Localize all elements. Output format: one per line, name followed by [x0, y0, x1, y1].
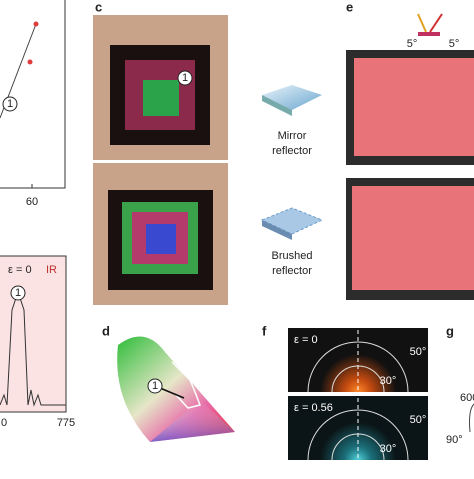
angle-label: 30° [380, 443, 397, 455]
epsilon-label: ε = 0 [294, 334, 318, 346]
panel-c: c 1 [93, 0, 228, 305]
panel-d: d 1 [102, 323, 235, 442]
panel-a: 1 60 [0, 0, 65, 208]
tick-label: 60 [26, 196, 38, 208]
sample-label: reflector [272, 265, 312, 277]
angle-label: 5° [407, 38, 418, 50]
panel-letter: g [446, 323, 454, 338]
pink-film [352, 186, 474, 290]
angle-label: 30° [380, 375, 397, 387]
panel-letter: d [102, 323, 110, 338]
film-square [143, 80, 179, 116]
sample-label: reflector [272, 145, 312, 157]
angle-label: 90° [446, 434, 463, 446]
panel-b: ε = 0 IR 1 0 775 [0, 256, 75, 429]
marker: 1 [15, 287, 21, 299]
curve [470, 404, 474, 432]
epsilon-label: ε = 0 [8, 264, 32, 276]
icon [430, 14, 442, 32]
icon [418, 14, 426, 32]
angle-label: 5° [449, 38, 460, 50]
panel-letter: c [95, 0, 102, 14]
marker: 1 [152, 380, 158, 392]
panel-letter: f [262, 323, 267, 338]
sample-label: Mirror [278, 130, 307, 142]
epsilon-label: ε = 0.56 [294, 402, 333, 414]
panel-letter: e [346, 0, 353, 14]
film-square [146, 224, 176, 254]
marker: 1 [7, 98, 13, 110]
marker: 1 [182, 72, 188, 84]
angle-label: 50° [410, 346, 427, 358]
sample-label: Brushed [272, 250, 313, 262]
axes-box [0, 256, 66, 412]
data-point [34, 22, 39, 27]
gap [288, 460, 428, 474]
tick-label: 0 [1, 417, 7, 429]
mode-label: IR [46, 264, 57, 276]
pink-film [354, 58, 474, 156]
tick-label: 600 [460, 392, 474, 404]
gap [288, 392, 428, 396]
panel-e: e 5° 5° Mirror reflector Brushed reflect… [262, 0, 474, 300]
icon [418, 32, 440, 36]
panel-f: f ε = 0 50° 30° ε = 0.56 50° 30° [262, 323, 428, 474]
tile [262, 85, 322, 110]
angle-label: 50° [410, 414, 427, 426]
data-point [28, 60, 33, 65]
axes-box [0, 0, 65, 188]
tick-label: 775 [57, 417, 75, 429]
panel-g: g 600 90° [446, 323, 474, 445]
